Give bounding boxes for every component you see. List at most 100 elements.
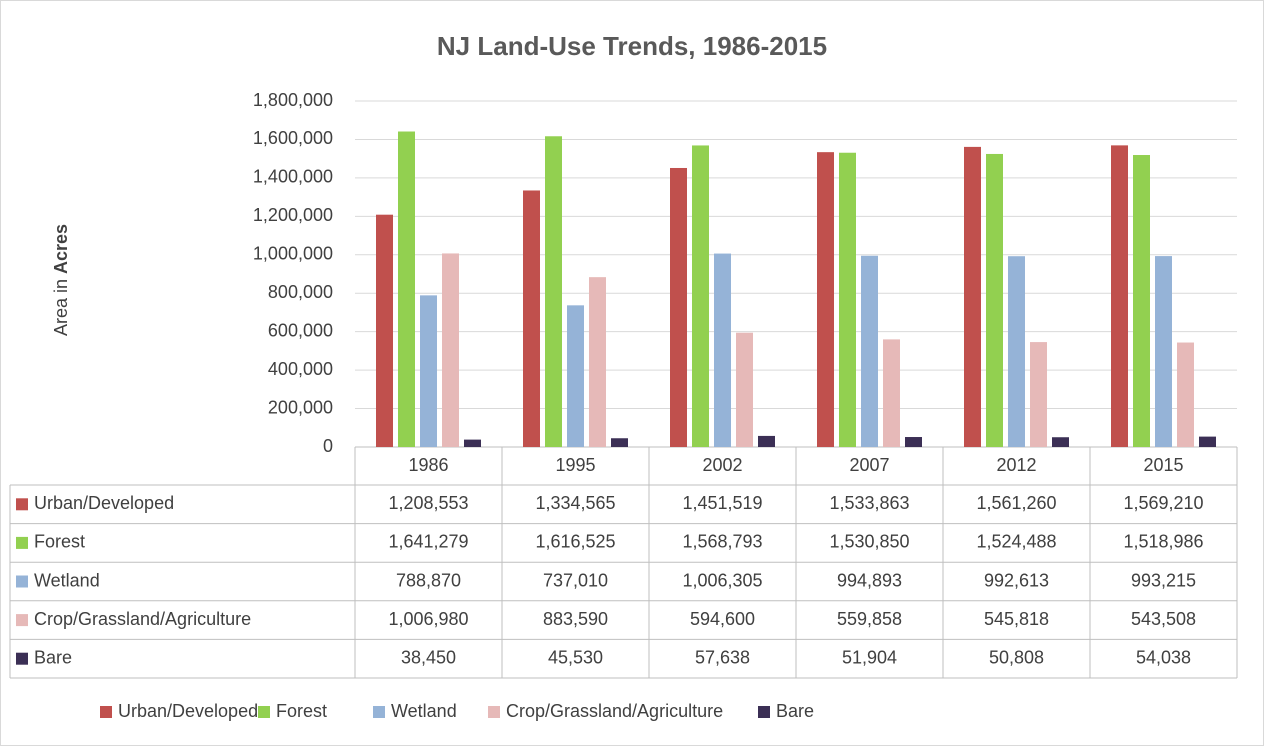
bar (758, 435, 775, 447)
table-cell: 1,533,863 (829, 493, 909, 513)
bar (611, 438, 628, 447)
bar (692, 145, 709, 448)
bar (1155, 256, 1172, 447)
table-cell: 1,569,210 (1123, 493, 1203, 513)
y-tick-label: 1,600,000 (253, 128, 333, 148)
y-tick-label: 1,800,000 (253, 90, 333, 110)
table-legend-key (16, 536, 28, 549)
y-tick-label: 1,000,000 (253, 244, 333, 264)
table-cell: 543,508 (1131, 609, 1196, 629)
table-cell: 994,893 (837, 570, 902, 590)
table-cell: 1,451,519 (682, 493, 762, 513)
bar (1111, 145, 1128, 447)
bar (442, 253, 459, 447)
bar (1177, 342, 1194, 447)
table-cell: 1,524,488 (976, 532, 1056, 552)
legend-label: Forest (276, 701, 327, 721)
table-cell: 1,568,793 (682, 532, 762, 552)
table-cell: 45,530 (548, 647, 603, 667)
bar (420, 295, 437, 447)
table-cell: 54,038 (1136, 647, 1191, 667)
table-cell: 992,613 (984, 570, 1049, 590)
legend-key (488, 706, 500, 718)
legend-key (373, 706, 385, 718)
table-cell: 1,208,553 (388, 493, 468, 513)
table-row-label: Urban/Developed (34, 493, 174, 513)
table-cell: 545,818 (984, 609, 1049, 629)
table-cell: 737,010 (543, 570, 608, 590)
chart-title: NJ Land-Use Trends, 1986-2015 (437, 31, 827, 61)
legend-label: Urban/Developed (118, 701, 258, 721)
table-row-label: Forest (34, 532, 85, 552)
table-cell: 559,858 (837, 609, 902, 629)
bar (523, 190, 540, 447)
bar (376, 214, 393, 447)
table-cell: 1,518,986 (1123, 532, 1203, 552)
legend-key (258, 706, 270, 718)
y-tick-label: 1,400,000 (253, 167, 333, 187)
y-tick-label: 0 (323, 436, 333, 456)
bar (398, 131, 415, 447)
table-cell: 50,808 (989, 647, 1044, 667)
bar (839, 152, 856, 447)
legend-key (758, 706, 770, 718)
legend-label: Wetland (391, 701, 457, 721)
bar (736, 332, 753, 447)
table-cell: 993,215 (1131, 570, 1196, 590)
y-tick-label: 200,000 (268, 397, 333, 417)
table-cell: 51,904 (842, 647, 897, 667)
table-legend-key (16, 575, 28, 588)
bar (714, 253, 731, 447)
table-row-label: Crop/Grassland/Agriculture (34, 609, 251, 629)
x-tick-label: 2012 (996, 455, 1036, 475)
bar (1133, 155, 1150, 447)
bar (964, 146, 981, 448)
y-tick-label: 400,000 (268, 359, 333, 379)
bar (905, 437, 922, 447)
table-cell: 1,616,525 (535, 532, 615, 552)
bar (861, 255, 878, 447)
y-tick-label: 1,200,000 (253, 205, 333, 225)
table-cell: 57,638 (695, 647, 750, 667)
y-tick-label: 800,000 (268, 282, 333, 302)
table-cell: 38,450 (401, 647, 456, 667)
legend-key (100, 706, 112, 718)
table-legend-key (16, 498, 28, 511)
legend-label: Bare (776, 701, 814, 721)
bar (567, 305, 584, 447)
table-cell: 1,006,980 (388, 609, 468, 629)
table-cell: 1,006,305 (682, 570, 762, 590)
table-cell: 1,561,260 (976, 493, 1056, 513)
bar (817, 152, 834, 447)
bar (1030, 342, 1047, 447)
table-legend-key (16, 652, 28, 665)
table-cell: 1,530,850 (829, 532, 909, 552)
table-legend-key (16, 614, 28, 627)
bar (545, 136, 562, 447)
y-axis-label-part: Acres (51, 224, 71, 274)
y-axis-label: Area in Acres (51, 224, 71, 336)
x-tick-label: 2007 (849, 455, 889, 475)
bar (670, 167, 687, 448)
table-cell: 883,590 (543, 609, 608, 629)
x-tick-label: 2002 (702, 455, 742, 475)
bar (986, 153, 1003, 447)
table-cell: 1,334,565 (535, 493, 615, 513)
table-row-label: Bare (34, 647, 72, 667)
x-tick-label: 1995 (555, 455, 595, 475)
bar (1052, 437, 1069, 447)
x-tick-label: 1986 (408, 455, 448, 475)
table-cell: 594,600 (690, 609, 755, 629)
table-row-label: Wetland (34, 570, 100, 590)
legend-label: Crop/Grassland/Agriculture (506, 701, 723, 721)
table-cell: 788,870 (396, 570, 461, 590)
bar (883, 339, 900, 447)
table-cell: 1,641,279 (388, 532, 468, 552)
y-axis-label-part: Area in (51, 279, 71, 336)
bar (1199, 436, 1216, 447)
y-tick-label: 600,000 (268, 320, 333, 340)
x-tick-label: 2015 (1143, 455, 1183, 475)
bar (1008, 256, 1025, 447)
